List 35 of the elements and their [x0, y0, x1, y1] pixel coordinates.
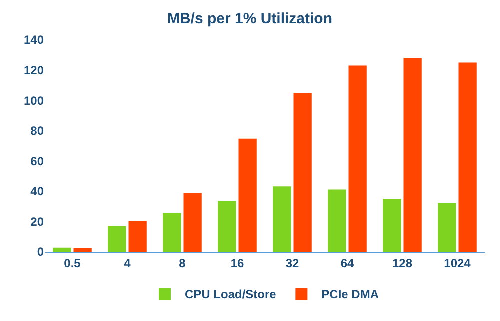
x-tick-label: 32 [286, 256, 300, 270]
bar [218, 200, 236, 252]
bar [273, 186, 292, 252]
y-tick-label: 140 [24, 33, 44, 48]
chart-title: MB/s per 1% Utilization [167, 10, 333, 28]
y-tick-label: 120 [24, 63, 44, 78]
bar [53, 248, 72, 252]
x-tick-label: 1024 [444, 256, 472, 270]
bar [184, 193, 202, 252]
y-tick-label: 0 [37, 245, 44, 260]
legend-label: PCIe DMA [322, 288, 380, 302]
bar [294, 93, 312, 252]
x-tick-label: 16 [230, 256, 244, 270]
bar [383, 199, 402, 252]
bar [458, 62, 477, 252]
bar [108, 226, 126, 252]
y-tick-label: 40 [30, 184, 44, 199]
bar [348, 66, 367, 252]
x-tick-label: 0.5 [64, 256, 82, 270]
x-tick-label: 4 [124, 256, 132, 270]
bar [328, 190, 346, 252]
bar [74, 248, 92, 252]
y-tick-label: 60 [30, 154, 44, 168]
bar [163, 213, 182, 252]
legend-label: CPU Load/Store [185, 288, 277, 302]
y-tick-label: 20 [30, 214, 44, 229]
bar [438, 203, 456, 252]
x-tick-label: 8 [179, 256, 186, 270]
y-tick-label: 100 [24, 94, 44, 108]
bar [128, 221, 147, 252]
x-tick-label: 128 [392, 256, 413, 270]
bar [404, 58, 422, 252]
y-tick-label: 80 [30, 124, 44, 138]
bar [238, 138, 257, 252]
x-tick-label: 64 [340, 256, 354, 270]
